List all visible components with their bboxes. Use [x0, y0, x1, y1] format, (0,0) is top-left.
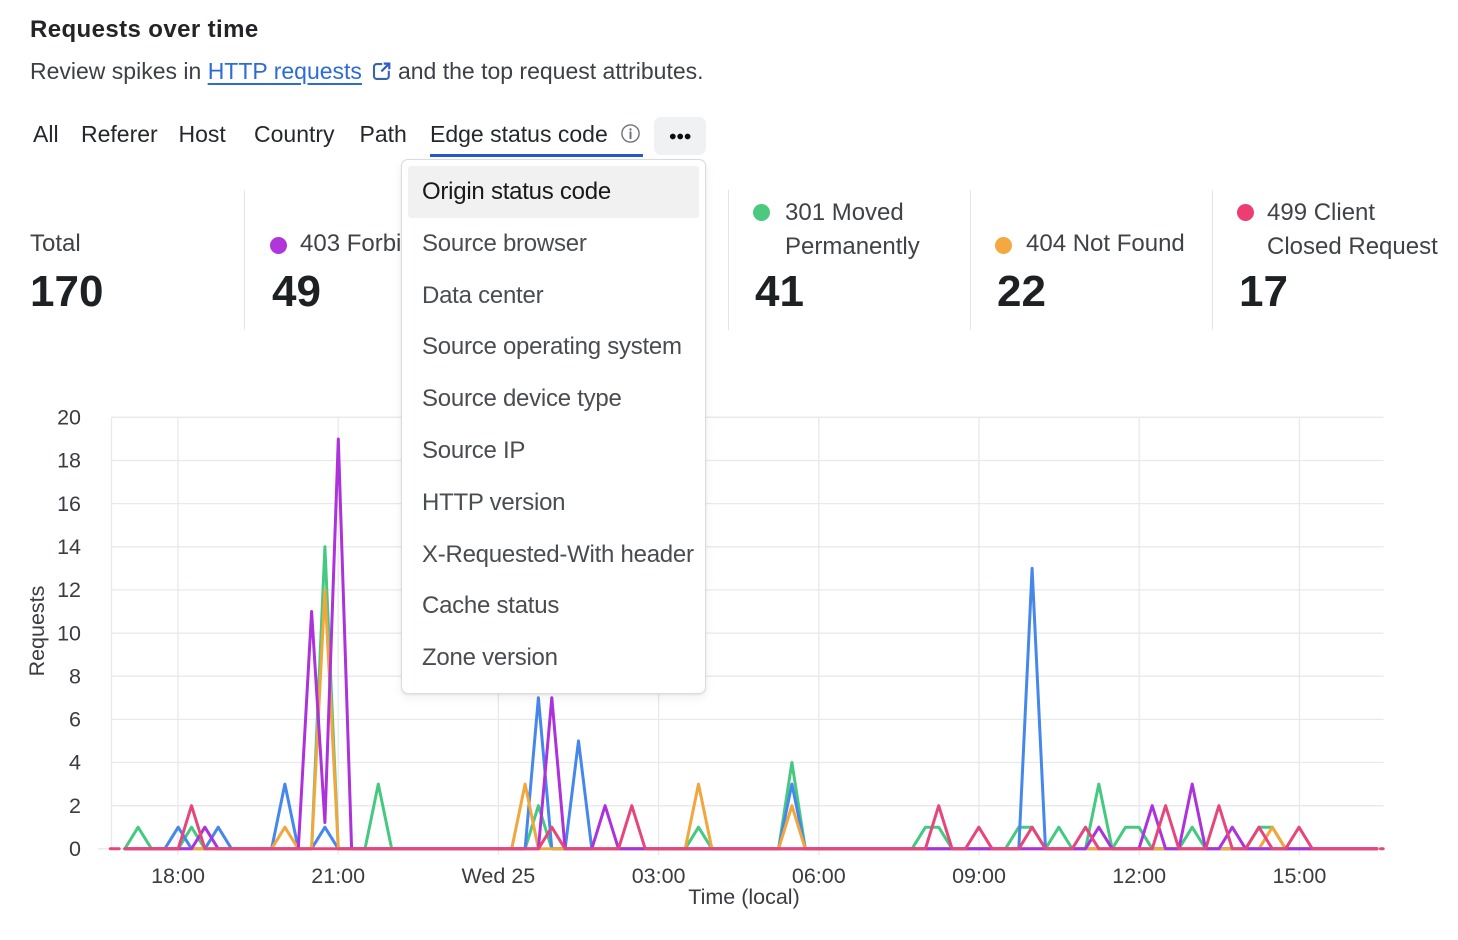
svg-text:2: 2 — [69, 794, 81, 818]
svg-text:16: 16 — [57, 492, 81, 516]
svg-text:8: 8 — [69, 664, 81, 688]
svg-text:Requests: Requests — [25, 586, 49, 677]
svg-text:6: 6 — [69, 708, 81, 732]
svg-text:12: 12 — [57, 578, 81, 602]
svg-text:0: 0 — [69, 837, 81, 861]
svg-text:06:00: 06:00 — [792, 864, 846, 888]
svg-text:10: 10 — [57, 621, 81, 645]
svg-text:Time (local): Time (local) — [688, 885, 800, 909]
svg-text:18: 18 — [57, 449, 81, 473]
svg-text:21:00: 21:00 — [311, 864, 365, 888]
svg-text:18:00: 18:00 — [151, 864, 205, 888]
svg-text:Wed 25: Wed 25 — [462, 864, 536, 888]
svg-text:4: 4 — [69, 751, 81, 775]
svg-text:15:00: 15:00 — [1272, 864, 1326, 888]
svg-text:03:00: 03:00 — [632, 864, 686, 888]
svg-text:12:00: 12:00 — [1112, 864, 1166, 888]
svg-text:14: 14 — [57, 535, 81, 559]
svg-text:20: 20 — [57, 406, 81, 430]
svg-text:09:00: 09:00 — [952, 864, 1006, 888]
